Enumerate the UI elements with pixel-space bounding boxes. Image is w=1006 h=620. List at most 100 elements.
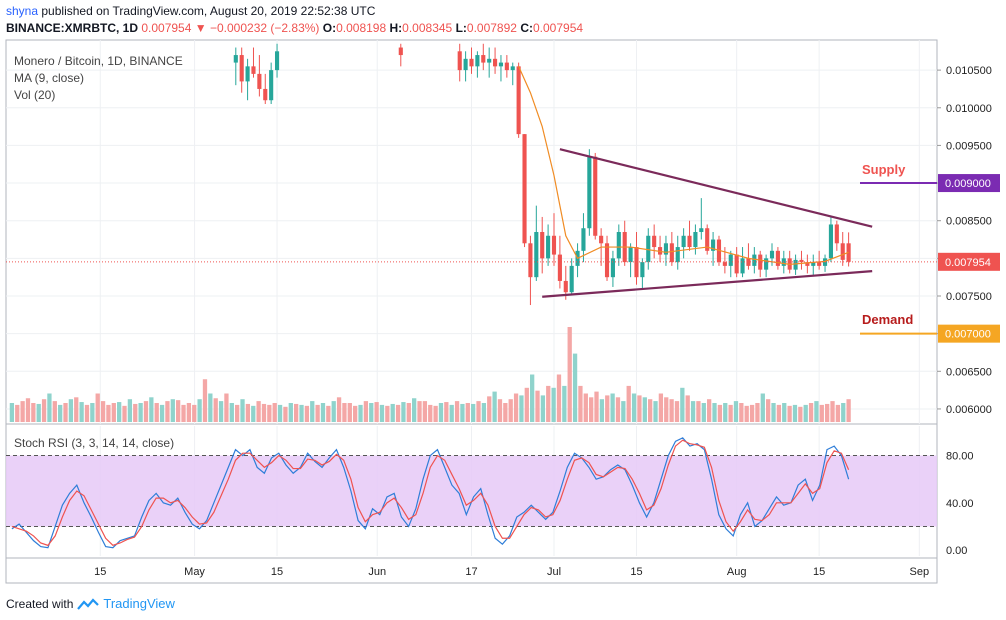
down-arrow-icon: ▼ bbox=[194, 21, 207, 35]
low-label: L: bbox=[455, 21, 467, 35]
candle bbox=[675, 235, 680, 270]
time-tick-label: Sep bbox=[910, 566, 930, 578]
candle-body bbox=[687, 235, 692, 248]
supply-demand-levels[interactable] bbox=[6, 182, 937, 335]
candle-body bbox=[475, 55, 480, 67]
candle-body bbox=[463, 58, 468, 71]
volume-bar bbox=[717, 404, 723, 422]
demand-price-tag bbox=[938, 324, 1000, 343]
current-price-tag bbox=[938, 252, 1000, 271]
volume-bar bbox=[315, 404, 320, 422]
volume-bar bbox=[449, 404, 454, 422]
volume-bar bbox=[326, 405, 331, 422]
candle bbox=[587, 149, 592, 236]
volume-bar bbox=[674, 401, 680, 422]
volume-bar bbox=[406, 403, 411, 422]
volume-bar bbox=[267, 404, 272, 422]
demand-label: Demand bbox=[862, 312, 913, 327]
candle-body bbox=[233, 55, 238, 63]
publisher-name[interactable]: shyna bbox=[6, 4, 39, 18]
volume-bar bbox=[503, 403, 508, 422]
close-value: 0.007954 bbox=[532, 21, 584, 35]
volume-bar bbox=[771, 403, 776, 422]
volume-bar bbox=[508, 399, 513, 422]
volume-bar bbox=[739, 403, 744, 422]
volume-bar bbox=[610, 393, 615, 422]
stoch-rsi-legend: Stoch RSI (3, 3, 14, 14, close) bbox=[14, 436, 174, 450]
ma-line bbox=[518, 66, 849, 265]
candle bbox=[245, 58, 250, 101]
candle bbox=[616, 224, 621, 266]
close-label: C: bbox=[520, 21, 533, 35]
candle-body bbox=[711, 239, 716, 251]
candle-body bbox=[758, 254, 763, 270]
volume-bar bbox=[277, 404, 283, 422]
candle bbox=[799, 250, 804, 270]
candle-body bbox=[504, 62, 509, 71]
candle bbox=[828, 216, 833, 263]
candle bbox=[764, 254, 769, 278]
volume-bar bbox=[428, 404, 433, 422]
volume-bar bbox=[52, 401, 57, 422]
candle-body bbox=[516, 66, 521, 135]
time-tick-label: 15 bbox=[94, 566, 106, 578]
candle-body bbox=[817, 262, 822, 266]
candle-body bbox=[828, 224, 833, 259]
price-tick-label: 0.007500 bbox=[946, 291, 992, 303]
candle-body bbox=[640, 262, 645, 278]
volume-bar bbox=[546, 385, 551, 422]
candle bbox=[740, 247, 745, 278]
candle bbox=[746, 243, 751, 270]
rsi-tick-label: 0.00 bbox=[946, 545, 967, 557]
volume-bar bbox=[170, 399, 175, 422]
volume-bar bbox=[9, 403, 15, 422]
ma-legend: MA (9, close) bbox=[14, 71, 84, 85]
volume-bar bbox=[412, 398, 417, 422]
volume-bar bbox=[487, 396, 492, 422]
candle bbox=[604, 235, 610, 281]
last-price: 0.007954 bbox=[141, 21, 192, 35]
candle bbox=[557, 235, 562, 289]
candle bbox=[528, 235, 533, 306]
volume-bar bbox=[776, 404, 782, 422]
candle bbox=[487, 47, 492, 78]
volume-bar bbox=[792, 404, 798, 422]
volume-bar bbox=[669, 399, 674, 422]
candle-body bbox=[616, 232, 621, 259]
volume-bar bbox=[331, 401, 336, 422]
volume-bar bbox=[36, 403, 41, 422]
candle-body bbox=[239, 55, 244, 82]
volume-bar bbox=[294, 403, 299, 422]
candle-body bbox=[593, 156, 598, 236]
candle bbox=[793, 254, 798, 275]
candle bbox=[269, 62, 274, 104]
triangle-trendlines[interactable] bbox=[542, 148, 873, 298]
volume-bar bbox=[599, 399, 605, 422]
volume-bar bbox=[417, 401, 422, 422]
candle bbox=[805, 254, 810, 274]
volume-bar bbox=[181, 404, 186, 422]
candle bbox=[516, 62, 521, 138]
volume-bar bbox=[594, 391, 599, 422]
candle-body bbox=[599, 235, 604, 244]
volume-bar bbox=[229, 403, 234, 422]
volume-bars bbox=[9, 327, 851, 422]
volume-bar bbox=[149, 397, 154, 422]
tradingview-brand[interactable]: TradingView bbox=[103, 596, 175, 611]
candle-body bbox=[834, 224, 839, 244]
candle bbox=[540, 216, 545, 274]
candle-body bbox=[398, 47, 403, 56]
candle-body bbox=[469, 58, 474, 67]
candle-body bbox=[534, 232, 539, 278]
price-tick-label: 0.010000 bbox=[946, 103, 992, 115]
candle-body bbox=[699, 228, 704, 232]
rsi-band-fill bbox=[6, 455, 937, 527]
candle-body bbox=[657, 247, 663, 255]
volume-bar bbox=[213, 398, 218, 422]
candle-body bbox=[610, 258, 615, 278]
volume-bar bbox=[723, 403, 728, 422]
candle bbox=[239, 47, 244, 93]
volume-bar bbox=[755, 403, 760, 422]
volume-bar bbox=[664, 397, 669, 422]
